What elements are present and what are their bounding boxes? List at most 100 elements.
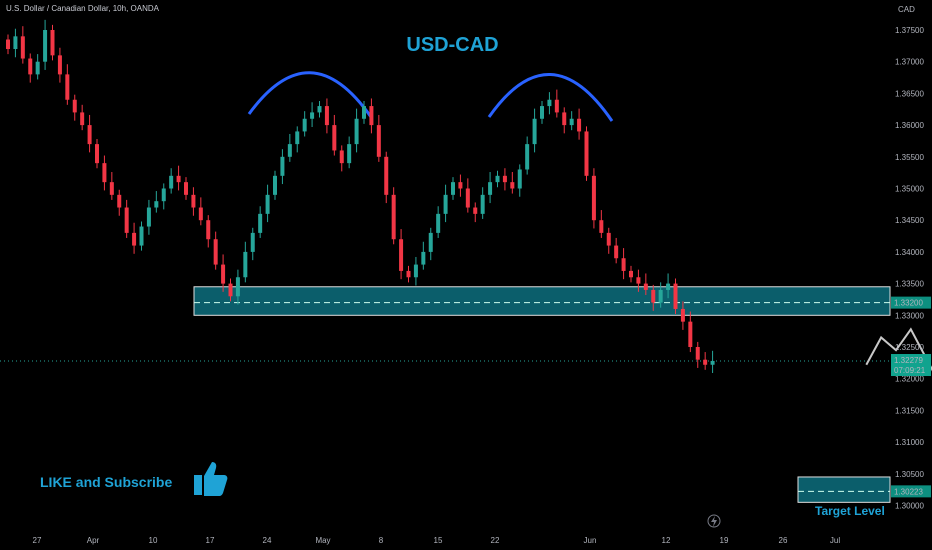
x-tick-label: 10: [149, 536, 158, 545]
candle-body: [154, 201, 159, 208]
lightning-icon: [707, 514, 721, 528]
candle-body: [191, 194, 196, 208]
candle-body: [132, 232, 137, 246]
y-tick-label: 1.32000: [895, 375, 924, 384]
candle-body: [421, 251, 426, 265]
candle-body: [95, 144, 99, 164]
candle-body: [695, 347, 700, 360]
current-price-tag: 1.32279: [894, 356, 923, 365]
current-price-tag-bg: [891, 354, 931, 377]
x-tick-label: 15: [434, 536, 443, 545]
candle-body: [569, 118, 574, 126]
x-tick-label: 27: [33, 536, 42, 545]
x-tick-label: Jul: [830, 536, 840, 545]
candle-body: [540, 106, 544, 119]
candle-body: [258, 213, 263, 233]
candle-body: [80, 112, 85, 126]
candle-body: [221, 264, 226, 284]
candle-body: [354, 118, 359, 145]
candle-body: [621, 258, 626, 271]
candle-body: [250, 232, 255, 252]
left-top-arc: [247, 71, 373, 118]
y-tick-label: 1.37500: [895, 26, 924, 35]
candle-body: [35, 61, 40, 75]
candle-body: [629, 270, 633, 278]
right-top-arc: [487, 73, 614, 122]
candle-body: [139, 226, 144, 246]
candle-body: [287, 144, 292, 157]
candle-body: [399, 239, 404, 271]
candle-body: [384, 156, 389, 195]
candle-body: [13, 36, 18, 50]
x-tick-label: 8: [379, 536, 384, 545]
like-subscribe-text: LIKE and Subscribe: [40, 474, 173, 490]
candle-body: [50, 30, 55, 56]
candle-body: [376, 125, 381, 157]
candle-body: [510, 182, 515, 189]
x-tick-label: 19: [720, 536, 729, 545]
x-tick-label: 24: [263, 536, 272, 545]
candle-body: [673, 283, 678, 309]
candle-body: [614, 245, 619, 259]
candle-body: [161, 188, 166, 202]
candle-body: [28, 58, 33, 75]
candle-body: [362, 106, 366, 119]
candle-body: [688, 321, 693, 347]
y-tick-label: 1.31000: [895, 438, 924, 447]
x-tick-label: 12: [662, 536, 671, 545]
candle-body: [295, 131, 300, 145]
candle-body: [20, 36, 25, 59]
candle-body: [525, 144, 530, 170]
y-tick-label: 1.36500: [895, 89, 924, 98]
candle-body: [228, 283, 233, 297]
candle-body: [406, 270, 411, 278]
y-tick-label: 1.33000: [895, 311, 924, 320]
candle-body: [428, 232, 433, 252]
y-tick-label: 1.30500: [895, 470, 924, 479]
candle-body: [643, 283, 648, 290]
y-tick-label: 1.33500: [895, 280, 924, 289]
candle-body: [554, 99, 559, 113]
chart-title: USD-CAD: [406, 34, 499, 56]
candle-body: [176, 175, 181, 183]
candle-body: [436, 213, 441, 233]
y-tick-label: 1.34000: [895, 248, 924, 257]
candle-body: [443, 194, 448, 214]
candle-body: [317, 106, 322, 113]
candle-body: [124, 207, 129, 233]
target-zone: [797, 476, 891, 503]
x-tick-label: 22: [491, 536, 500, 545]
countdown-tag: 07:09:21: [894, 366, 926, 375]
candle-body: [532, 118, 537, 145]
candle-body: [562, 112, 567, 126]
candle-body: [547, 99, 552, 107]
x-tick-label: Apr: [87, 536, 100, 545]
candle-body: [458, 182, 463, 189]
candle-body: [680, 308, 685, 322]
candle-body: [6, 39, 10, 50]
candle-body: [213, 239, 218, 265]
candle-body: [606, 232, 611, 246]
y-tick-label: 1.30000: [895, 502, 924, 511]
candle-body: [273, 175, 277, 195]
x-tick-label: 26: [779, 536, 788, 545]
candle-body: [310, 112, 315, 119]
candle-body: [206, 220, 211, 240]
candle-body: [703, 359, 708, 365]
candle-body: [666, 283, 671, 290]
y-tick-label: 1.34500: [895, 216, 924, 225]
candle-body: [636, 277, 641, 284]
candle-body: [658, 289, 663, 303]
y-tick-label: 1.31500: [895, 406, 924, 415]
thumbs-up-icon: [194, 462, 228, 496]
target-price-tag: 1.30223: [894, 487, 923, 496]
y-tick-label: 1.37000: [895, 58, 924, 67]
candle-body: [109, 182, 114, 195]
candle-body: [243, 251, 248, 278]
candle-body: [65, 74, 70, 100]
support-zone: [193, 286, 891, 316]
candle-body: [591, 175, 596, 221]
candle-body: [72, 99, 77, 113]
projection-path: [865, 327, 932, 372]
candle-body: [502, 175, 507, 183]
